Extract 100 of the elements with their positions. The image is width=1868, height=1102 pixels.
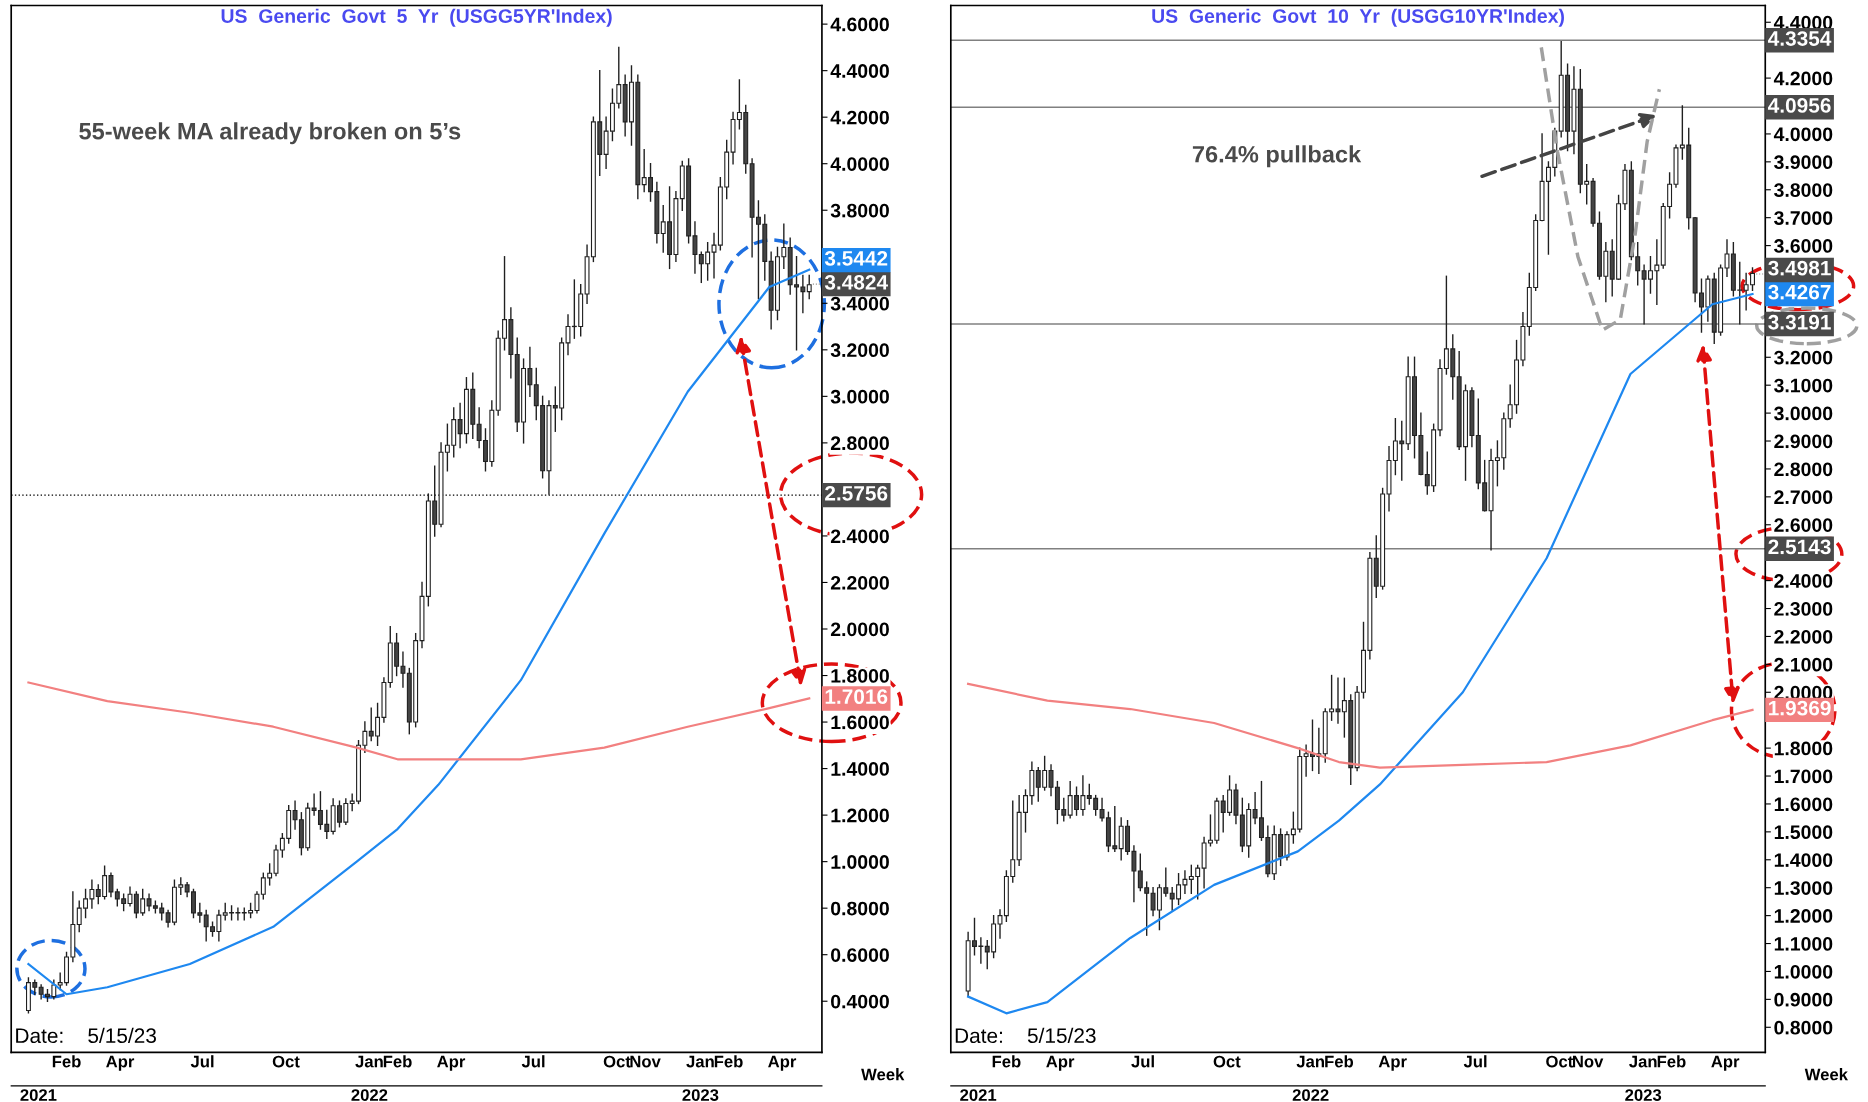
x-tick-label: Apr xyxy=(1378,1055,1407,1071)
y-tick-label: 3.8000 xyxy=(1774,183,1833,198)
x-axis-title: Week xyxy=(1804,1068,1848,1081)
y-tick-label: 4.0000 xyxy=(1773,127,1833,142)
x-tick-label: Jan xyxy=(1296,1055,1324,1068)
x-tick-label: Feb xyxy=(383,1055,412,1068)
y-tick-label: 1.1000 xyxy=(1774,937,1833,951)
y-tick-label: 1.4000 xyxy=(1774,853,1833,868)
x-tick-label: Oct xyxy=(603,1055,631,1068)
x-tick-label: Feb xyxy=(1325,1055,1354,1068)
annotation: 3.4981 xyxy=(1768,260,1831,276)
y-tick-label: 1.0000 xyxy=(831,855,889,869)
x-tick-label: Jan xyxy=(686,1055,714,1068)
y-tick-label: 2.4000 xyxy=(1774,574,1833,588)
annotation: 55-week MA already broken on 5’s xyxy=(79,122,461,145)
y-tick-label: 2.6000 xyxy=(1774,518,1833,533)
y-tick-label: 1.7000 xyxy=(1774,769,1833,784)
y-tick-label: 1.4000 xyxy=(831,762,889,776)
x-tick-label: Jul xyxy=(190,1055,214,1068)
x2-tick-label: 2021 xyxy=(20,1089,57,1101)
y-tick-label: 3.2000 xyxy=(1774,350,1833,365)
y-tick-label: 3.2000 xyxy=(830,343,889,358)
data-label: 3.5442 xyxy=(824,250,888,266)
y-tick-label: 2.9000 xyxy=(1774,434,1833,449)
line-series xyxy=(27,268,811,996)
annotation: Date: 5/15/23 xyxy=(16,1027,156,1044)
y-tick-label: 4.4000 xyxy=(830,64,889,78)
x-tick-label: Jan xyxy=(355,1055,383,1068)
y-tick-label: 1.0000 xyxy=(1774,964,1833,979)
data-label: 1.9369 xyxy=(1769,700,1831,716)
y-tick-label: 1.2000 xyxy=(1774,909,1833,923)
x-tick-label: Nov xyxy=(1572,1055,1604,1068)
y-tick-label: 4.6000 xyxy=(830,17,889,32)
data-label: 3.4267 xyxy=(1768,284,1831,300)
y-tick-label: 4.2000 xyxy=(1773,71,1833,86)
y-tick-label: 3.6000 xyxy=(1774,239,1833,253)
y-tick-label: 2.7000 xyxy=(1774,490,1833,505)
x-tick-label: Feb xyxy=(992,1055,1021,1068)
x2-tick-label: 2021 xyxy=(960,1089,997,1101)
chart-title: US Generic Govt 5 Yr (USGG5YR'Index) xyxy=(221,8,612,27)
y-tick-label: 2.3000 xyxy=(1774,601,1833,616)
y-tick-label: 0.6000 xyxy=(831,948,889,962)
y-tick-label: 1.8000 xyxy=(1774,741,1833,756)
x2-tick-label: 2023 xyxy=(682,1089,719,1101)
y-tick-label: 1.6000 xyxy=(831,715,889,730)
x-tick-label: Feb xyxy=(1657,1055,1686,1068)
x2-tick-label: 2022 xyxy=(351,1089,388,1101)
y-tick-label: 2.8000 xyxy=(830,436,889,451)
x-tick-label: Feb xyxy=(714,1055,743,1068)
y-tick-label: 2.1000 xyxy=(1774,657,1833,672)
y-tick-label: 1.3000 xyxy=(1774,881,1833,895)
chart-title: US Generic Govt 10 Yr (USGG10YR'Index) xyxy=(1152,8,1564,27)
y-tick-label: 3.0000 xyxy=(830,389,889,404)
y-tick-label: 2.0000 xyxy=(830,622,889,637)
y-tick-label: 0.8000 xyxy=(1774,1020,1833,1035)
ref-line-label: 2.5143 xyxy=(1768,539,1831,555)
y-tick-label: 3.9000 xyxy=(1774,155,1833,170)
x-tick-label: Apr xyxy=(437,1055,466,1071)
line-series xyxy=(967,292,1754,1015)
x-tick-label: Apr xyxy=(768,1055,797,1071)
y-tick-label: 3.0000 xyxy=(1774,406,1833,421)
x-tick-label: Jul xyxy=(521,1055,545,1068)
y-tick-label: 1.2000 xyxy=(831,808,889,823)
x-tick-label: Apr xyxy=(1711,1055,1740,1071)
x2-tick-label: 2022 xyxy=(1292,1089,1329,1101)
ref-line-label: 2.5756 xyxy=(825,485,888,501)
data-label: 1.7016 xyxy=(825,689,888,705)
x-tick-label: Jul xyxy=(1463,1055,1487,1068)
y-tick-label: 2.8000 xyxy=(1774,462,1833,477)
y-tick-label: 2.2000 xyxy=(1774,629,1833,644)
candlestick xyxy=(806,274,812,300)
y-tick-label: 1.5000 xyxy=(1774,825,1833,840)
x-tick-label: Oct xyxy=(1213,1055,1241,1068)
y-tick-label: 3.8000 xyxy=(830,203,889,218)
y-tick-label: 0.9000 xyxy=(1774,992,1833,1007)
line-series xyxy=(967,682,1754,769)
y-tick-label: 3.4000 xyxy=(830,296,889,311)
y-tick-label: 4.2000 xyxy=(830,110,889,125)
ref-line-label: 4.3354 xyxy=(1768,31,1832,46)
y-tick-label: 4.0000 xyxy=(830,157,889,171)
y-tick-label: 1.8000 xyxy=(831,668,889,683)
y-tick-label: 2.4000 xyxy=(830,529,889,544)
y-tick-label: 3.1000 xyxy=(1774,378,1833,393)
annotation: 3.4824 xyxy=(824,274,888,290)
x-tick-label: Feb xyxy=(52,1055,81,1068)
x-tick-label: Nov xyxy=(630,1055,661,1068)
y-tick-label: 1.6000 xyxy=(1774,797,1833,812)
x-tick-label: Apr xyxy=(1046,1055,1075,1071)
line-series xyxy=(27,681,811,761)
y-tick-label: 2.2000 xyxy=(830,575,889,590)
x-tick-label: Jul xyxy=(1131,1055,1154,1068)
ref-line-label: 3.3191 xyxy=(1768,314,1831,330)
x2-tick-label: 2023 xyxy=(1625,1089,1662,1101)
ref-line-label: 4.0956 xyxy=(1768,98,1831,113)
x-axis-title: Week xyxy=(861,1068,905,1081)
annotation: Date: 5/15/23 xyxy=(955,1027,1096,1044)
x-tick-label: Oct xyxy=(1546,1055,1574,1068)
x-tick-label: Apr xyxy=(106,1055,135,1071)
x-tick-label: Oct xyxy=(272,1055,300,1068)
annotation: 76.4% pullback xyxy=(1192,145,1362,168)
